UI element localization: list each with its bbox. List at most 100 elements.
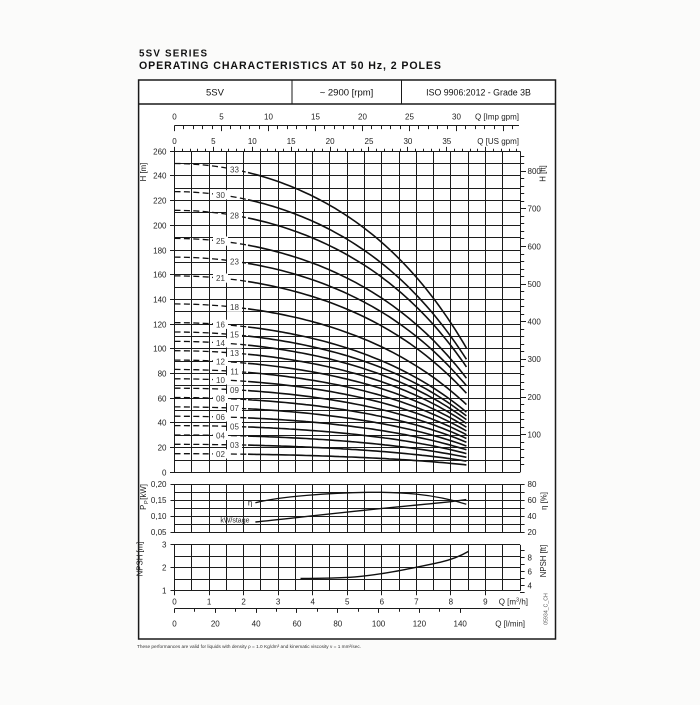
svg-text:Q [m3/h]: Q [m3/h] (499, 597, 528, 606)
svg-text:15: 15 (230, 331, 239, 340)
svg-text:800: 800 (528, 167, 542, 176)
svg-text:0: 0 (172, 113, 177, 122)
svg-text:10: 10 (264, 113, 273, 122)
svg-text:80: 80 (528, 480, 537, 489)
svg-text:η [%]: η [%] (540, 492, 549, 510)
svg-text:120: 120 (153, 320, 167, 329)
svg-text:16: 16 (216, 320, 225, 329)
svg-text:1: 1 (207, 597, 212, 606)
svg-text:35: 35 (442, 137, 451, 146)
svg-text:400: 400 (528, 318, 542, 327)
svg-text:6: 6 (528, 568, 533, 577)
svg-text:80: 80 (158, 369, 167, 378)
svg-text:180: 180 (153, 246, 167, 255)
svg-text:NPSH [m]: NPSH [m] (136, 542, 145, 577)
svg-text:13: 13 (230, 349, 239, 358)
svg-text:11: 11 (230, 367, 239, 376)
svg-text:07: 07 (230, 404, 239, 413)
svg-text:8: 8 (528, 554, 533, 563)
svg-text:60: 60 (293, 620, 302, 629)
svg-text:08: 08 (216, 394, 225, 403)
svg-text:100: 100 (153, 344, 167, 353)
svg-text:10: 10 (216, 376, 225, 385)
svg-text:18: 18 (230, 303, 239, 312)
svg-text:5: 5 (211, 137, 216, 146)
svg-text:NPSH [ft]: NPSH [ft] (539, 545, 548, 578)
svg-text:60: 60 (528, 496, 537, 505)
svg-text:5: 5 (345, 597, 350, 606)
svg-text:05: 05 (230, 423, 239, 432)
svg-text:30: 30 (216, 191, 225, 200)
svg-text:0,10: 0,10 (151, 512, 167, 521)
svg-text:30: 30 (452, 113, 461, 122)
svg-text:80: 80 (333, 620, 342, 629)
svg-text:OPERATING CHARACTERISTICS AT 5: OPERATING CHARACTERISTICS AT 50 Hz, 2 PO… (139, 60, 441, 72)
svg-text:0: 0 (162, 468, 167, 477)
svg-text:60: 60 (158, 394, 167, 403)
svg-text:0,05: 0,05 (151, 528, 167, 537)
svg-text:2: 2 (162, 564, 167, 573)
svg-text:25: 25 (405, 113, 414, 122)
svg-text:20: 20 (528, 528, 537, 537)
svg-text:0: 0 (172, 597, 177, 606)
svg-text:5: 5 (219, 113, 224, 122)
svg-text:0: 0 (172, 137, 177, 146)
svg-text:40: 40 (252, 620, 261, 629)
svg-text:220: 220 (153, 196, 167, 205)
svg-text:kW/stage: kW/stage (220, 518, 249, 525)
svg-text:03: 03 (230, 441, 239, 450)
svg-text:9: 9 (483, 597, 488, 606)
svg-text:25: 25 (365, 137, 374, 146)
svg-text:260: 260 (153, 147, 167, 156)
svg-text:7: 7 (414, 597, 419, 606)
svg-text:8: 8 (449, 597, 454, 606)
svg-text:2: 2 (241, 597, 246, 606)
svg-text:140: 140 (153, 295, 167, 304)
svg-text:η: η (248, 499, 252, 508)
svg-text:3: 3 (162, 541, 167, 550)
svg-text:0: 0 (172, 620, 177, 629)
svg-text:40: 40 (158, 418, 167, 427)
svg-text:100: 100 (372, 620, 386, 629)
svg-text:6: 6 (380, 597, 385, 606)
svg-text:These performances are valid f: These performances are valid for liquids… (137, 644, 361, 649)
svg-text:500: 500 (528, 280, 542, 289)
svg-text:H [ft]: H [ft] (539, 165, 548, 181)
svg-text:20: 20 (158, 443, 167, 452)
svg-text:ISO 9906:2012 - Grade 3B: ISO 9906:2012 - Grade 3B (426, 88, 531, 98)
svg-text:700: 700 (528, 205, 542, 214)
svg-text:160: 160 (153, 270, 167, 279)
svg-text:23: 23 (230, 257, 239, 266)
svg-text:40: 40 (528, 512, 537, 521)
svg-text:4: 4 (310, 597, 315, 606)
svg-text:20: 20 (358, 113, 367, 122)
svg-text:3: 3 (276, 597, 281, 606)
svg-text:100: 100 (528, 431, 542, 440)
svg-text:1: 1 (162, 587, 167, 596)
svg-text:300: 300 (528, 355, 542, 364)
svg-text:20: 20 (326, 137, 335, 146)
svg-text:200: 200 (528, 393, 542, 402)
svg-text:12: 12 (216, 357, 225, 366)
svg-text:33: 33 (230, 166, 239, 175)
svg-text:120: 120 (413, 620, 427, 629)
svg-text:600: 600 (528, 242, 542, 251)
svg-text:5SV: 5SV (206, 88, 225, 99)
svg-text:H [m]: H [m] (139, 163, 148, 182)
svg-text:4: 4 (528, 582, 533, 591)
svg-text:09: 09 (230, 386, 239, 395)
svg-text:5SV SERIES: 5SV SERIES (139, 49, 207, 60)
svg-text:0,20: 0,20 (151, 480, 167, 489)
svg-text:21: 21 (216, 274, 225, 283)
svg-text:14: 14 (216, 339, 225, 348)
svg-text:25: 25 (216, 237, 225, 246)
svg-text:240: 240 (153, 171, 167, 180)
svg-text:20: 20 (211, 620, 220, 629)
svg-text:05934_C_CH: 05934_C_CH (544, 593, 550, 625)
svg-text:Q [US gpm]: Q [US gpm] (477, 137, 519, 146)
svg-text:15: 15 (287, 137, 296, 146)
svg-text:10: 10 (248, 137, 257, 146)
svg-text:28: 28 (230, 211, 239, 220)
svg-text:P P [kW]: P P [kW] (139, 484, 150, 510)
svg-text:0,15: 0,15 (151, 496, 167, 505)
